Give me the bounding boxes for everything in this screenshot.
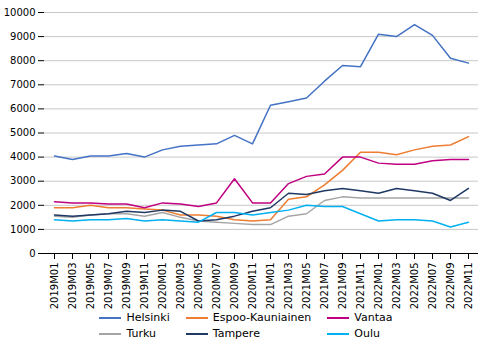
svg-text:2019M03: 2019M03 xyxy=(67,263,78,310)
svg-text:2020M05: 2020M05 xyxy=(193,263,204,310)
svg-text:1000: 1000 xyxy=(10,224,35,235)
svg-text:2020M03: 2020M03 xyxy=(175,263,186,310)
svg-text:2022M03: 2022M03 xyxy=(391,263,402,310)
svg-text:2019M11: 2019M11 xyxy=(139,263,150,310)
html-text:Turku: Turku xyxy=(126,327,156,340)
svg-text:2020M09: 2020M09 xyxy=(229,263,240,310)
svg-text:2022M07: 2022M07 xyxy=(427,263,438,310)
html-text:Helsinki: Helsinki xyxy=(126,311,170,324)
svg-text:2021M05: 2021M05 xyxy=(301,263,312,310)
svg-text:2020M01: 2020M01 xyxy=(157,263,168,310)
svg-text:9000: 9000 xyxy=(10,31,35,42)
svg-text:2022M11: 2022M11 xyxy=(463,263,474,310)
svg-text:2022M05: 2022M05 xyxy=(409,263,420,310)
svg-text:2021M09: 2021M09 xyxy=(337,263,348,310)
svg-text:2000: 2000 xyxy=(10,200,35,211)
svg-text:2019M05: 2019M05 xyxy=(85,263,96,310)
svg-text:6000: 6000 xyxy=(10,103,35,114)
svg-text:0: 0 xyxy=(29,248,35,259)
svg-text:10000: 10000 xyxy=(4,7,36,18)
svg-text:7000: 7000 xyxy=(10,79,35,90)
svg-text:4000: 4000 xyxy=(10,151,35,162)
svg-text:2020M07: 2020M07 xyxy=(211,263,222,310)
svg-text:2021M01: 2021M01 xyxy=(265,263,276,310)
svg-text:2021M11: 2021M11 xyxy=(355,263,366,310)
svg-text:2020M11: 2020M11 xyxy=(247,263,258,310)
svg-text:2019M07: 2019M07 xyxy=(103,263,114,310)
html-text:Oulu: Oulu xyxy=(354,327,380,340)
svg-text:2021M07: 2021M07 xyxy=(319,263,330,310)
svg-text:2022M09: 2022M09 xyxy=(445,263,456,310)
svg-text:5000: 5000 xyxy=(10,127,35,138)
svg-text:2021M03: 2021M03 xyxy=(283,263,294,310)
html-text:Tampere: Tampere xyxy=(212,327,260,340)
svg-text:2019M09: 2019M09 xyxy=(121,263,132,310)
html-text:Vantaa: Vantaa xyxy=(354,311,393,324)
svg-text:2019M01: 2019M01 xyxy=(49,263,60,310)
svg-text:2022M01: 2022M01 xyxy=(373,263,384,310)
html-text:Espoo-Kauniainen: Espoo-Kauniainen xyxy=(212,311,312,324)
svg-text:3000: 3000 xyxy=(10,175,35,186)
svg-text:8000: 8000 xyxy=(10,55,35,66)
